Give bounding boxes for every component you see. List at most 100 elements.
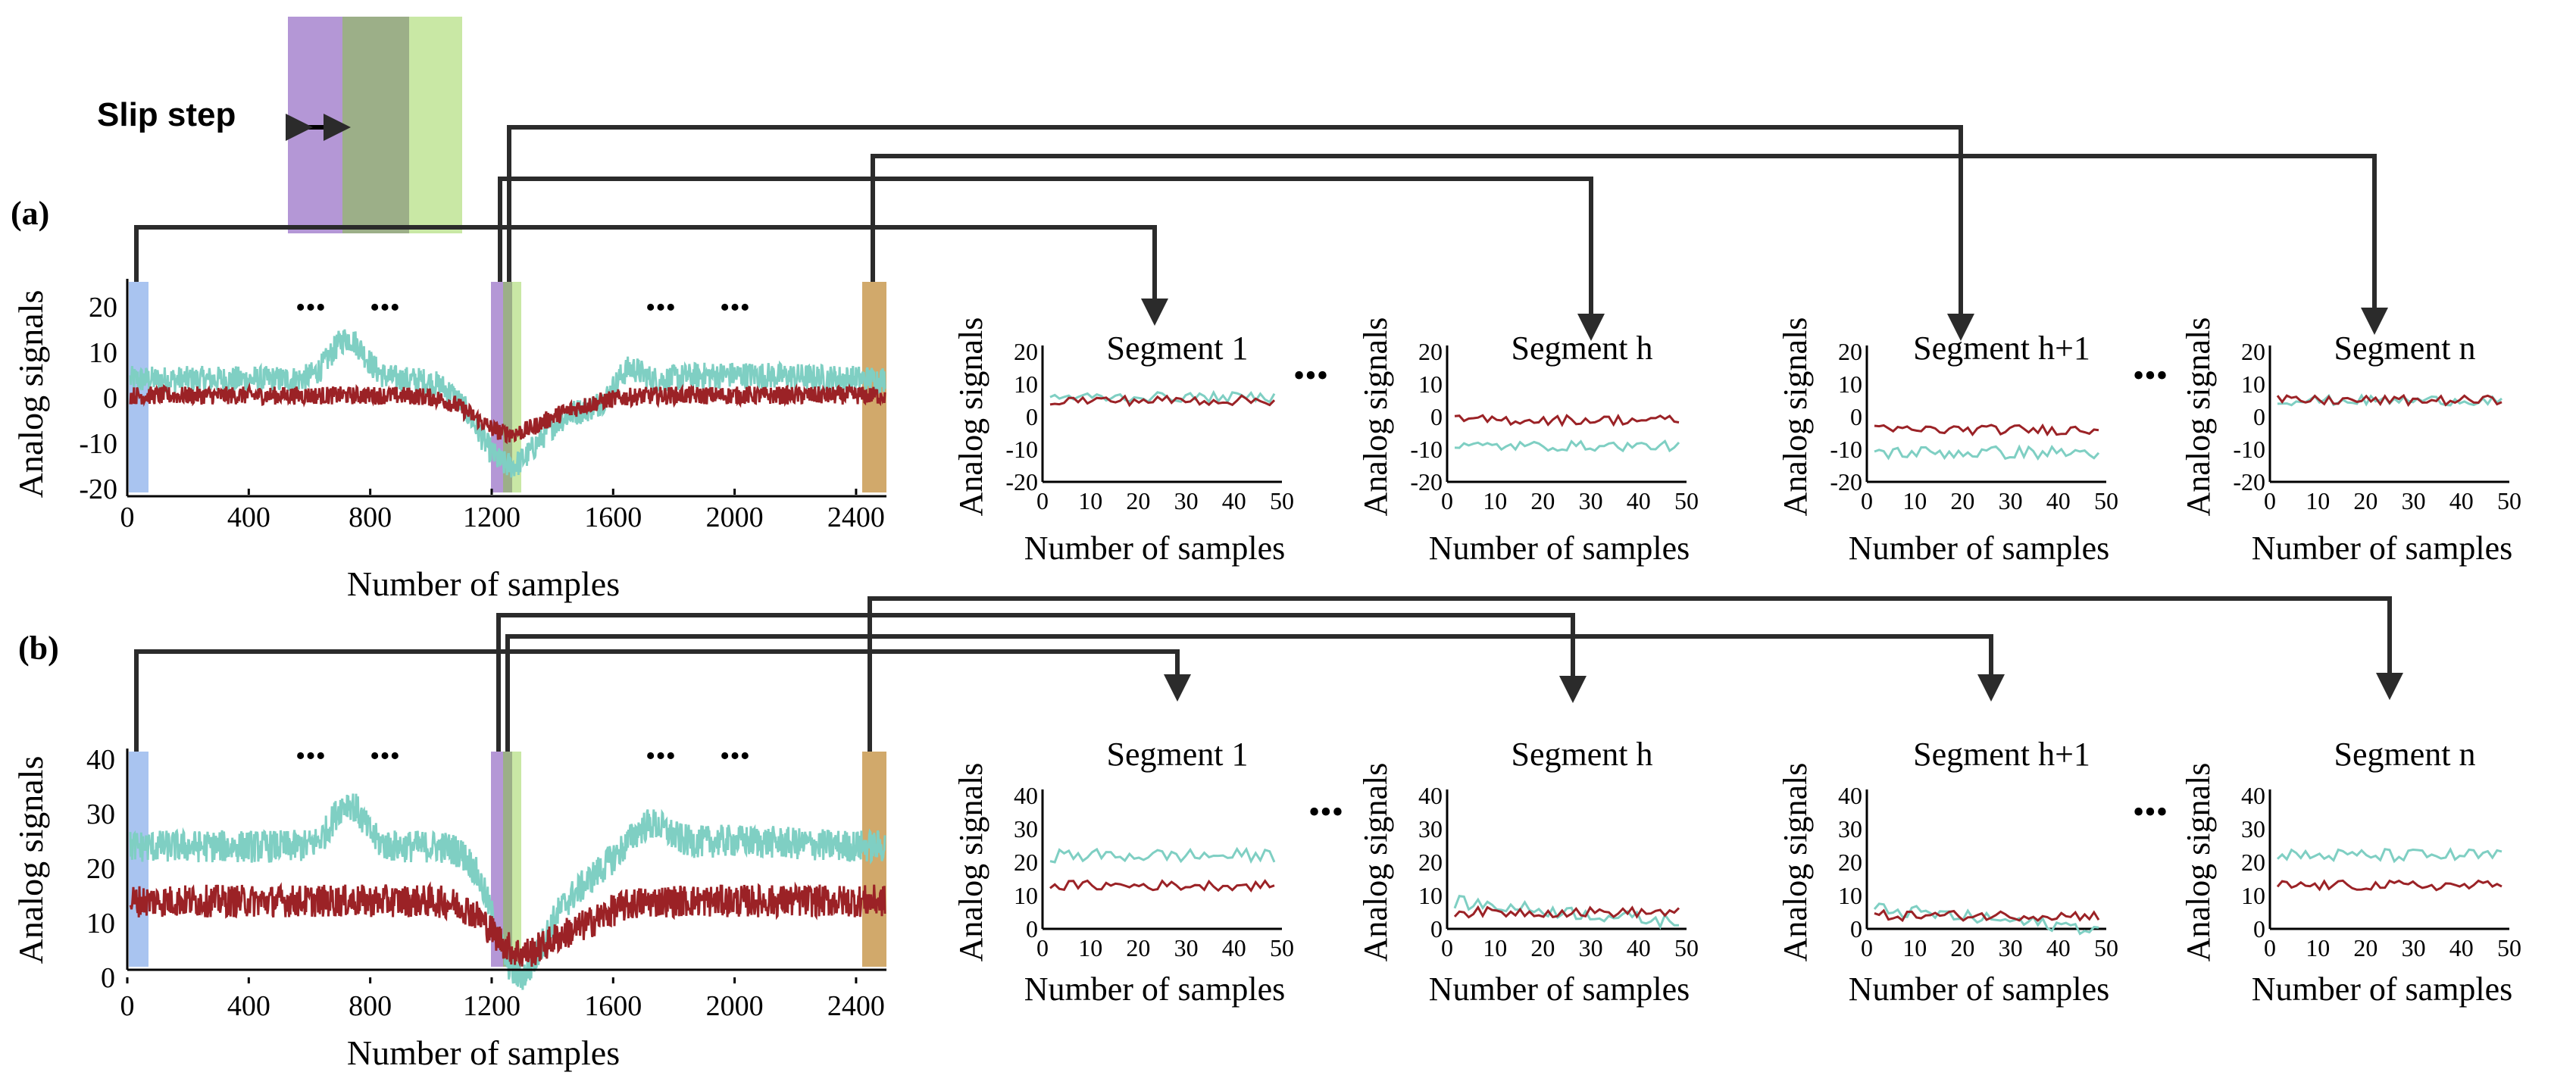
x-tick-label: 1600	[584, 990, 642, 1022]
x-tick-label: 30	[1999, 487, 2023, 514]
y-tick-label: 20	[1838, 849, 1862, 876]
series-red	[1453, 905, 1680, 919]
y-tick-label: -10	[1005, 436, 1038, 463]
slip-step-label: Slip step	[97, 96, 236, 133]
window-purple	[491, 282, 503, 492]
panel-label-a: (a)	[11, 195, 49, 232]
x-tick-label: 0	[1036, 934, 1049, 961]
series-red	[129, 881, 886, 968]
panel-label-b: (b)	[18, 630, 59, 667]
connector-arrow	[871, 154, 2388, 335]
y-tick-label: 10	[1014, 882, 1038, 909]
x-tick-label: 20	[1530, 487, 1555, 514]
x-tick-label: 800	[349, 502, 392, 533]
x-tick-label: 0	[1861, 487, 1873, 514]
x-tick-label: 400	[227, 502, 270, 533]
connector-arrow	[134, 225, 1168, 326]
x-tick-label: 400	[227, 990, 270, 1022]
x-tick-label: 40	[2449, 487, 2474, 514]
x-tick-label: 50	[1270, 934, 1294, 961]
y-tick-label: 10	[2241, 370, 2265, 398]
series-red	[1454, 413, 1680, 427]
y-axis-label: Analog signals	[2180, 317, 2217, 517]
y-tick-label: 10	[1014, 370, 1038, 398]
y-tick-label: -20	[1005, 468, 1038, 495]
segment-title: Segment 1	[1107, 330, 1249, 367]
y-tick-label: 40	[1014, 782, 1038, 809]
y-tick-label: 0	[2253, 403, 2265, 430]
panel-b-main-chart: 40 30 20 10 0 0 400 800 1200 1600 2000 2400 Analog…	[11, 740, 886, 1072]
x-tick-label: 1200	[463, 502, 521, 533]
y-tick-label: 40	[1838, 782, 1862, 809]
ellipsis: •••	[1308, 793, 1343, 830]
x-tick-label: 30	[2402, 487, 2426, 514]
x-tick-label: 30	[2402, 934, 2426, 961]
ellipsis: •••	[646, 292, 676, 324]
x-tick-label: 40	[2449, 934, 2474, 961]
x-tick-label: 10	[1078, 934, 1102, 961]
y-tick-label: 0	[1430, 403, 1443, 430]
x-tick-label: 20	[1950, 487, 1974, 514]
x-tick-label: 0	[2264, 934, 2276, 961]
x-tick-label: 30	[1174, 487, 1199, 514]
y-tick-label: -10	[79, 428, 117, 460]
x-tick-label: 0	[1441, 487, 1453, 514]
slip-step-legend: Slip step	[97, 17, 462, 233]
y-tick-label: 0	[2253, 915, 2265, 943]
ellipsis: •••	[1293, 357, 1328, 394]
x-axis-label: Number of samples	[1024, 530, 1286, 567]
series-cyan	[1874, 444, 2100, 461]
y-tick-label: 10	[89, 337, 117, 369]
ellipsis: •••	[720, 292, 750, 324]
y-tick-label: 20	[86, 853, 115, 885]
segment-title: Segment h	[1512, 330, 1653, 367]
x-axis-label: Number of samples	[1024, 971, 1286, 1008]
panel-a-main-chart: 20 10 0 -10 -20 0 400 800 1200 1600 2000 2400 Anal…	[11, 279, 886, 603]
y-tick-label: 30	[1838, 815, 1862, 842]
window-overlap	[503, 752, 512, 967]
y-tick-label: 30	[1014, 815, 1038, 842]
ellipsis: •••	[646, 740, 676, 772]
x-tick-label: 50	[2497, 487, 2521, 514]
segment-plot: Segment h+1 40 30 20 10 00 10 20 30 40 50 Number of…	[1777, 736, 2118, 1008]
series-cyan	[129, 329, 886, 478]
x-axis-label: Number of samples	[2252, 971, 2513, 1008]
x-axis-label: Number of samples	[1429, 530, 1690, 567]
y-tick-label: 40	[86, 744, 115, 776]
y-axis-label: Analog signals	[1777, 317, 1814, 517]
segment-plot: Segment 1 40 30 20 10 00 10 20 30 40 50 Number of s…	[952, 736, 1294, 1008]
x-axis-label: Number of samples	[1429, 971, 1690, 1008]
y-tick-label: 20	[1838, 338, 1862, 365]
segment-plot: Segment n 40 30 20 10 00 10 20 30 40 50 Number of s…	[2180, 736, 2521, 1008]
y-tick-label: 10	[1418, 370, 1443, 398]
x-tick-label: 20	[1126, 487, 1150, 514]
x-tick-label: 30	[1579, 934, 1603, 961]
y-axis-label: Analog signals	[1357, 763, 1394, 962]
y-tick-label: 20	[2241, 338, 2265, 365]
segment-title: Segment h+1	[1913, 330, 2090, 367]
segment-title: Segment h	[1512, 736, 1653, 773]
y-tick-label: 0	[1026, 915, 1038, 943]
y-axis-label: Analog signals	[11, 756, 50, 964]
ellipsis: •••	[370, 292, 400, 324]
y-tick-label: -10	[1410, 436, 1443, 463]
x-tick-label: 2400	[827, 502, 885, 533]
slip-window-green	[409, 17, 462, 233]
ellipsis: •••	[720, 740, 750, 772]
y-tick-label: -20	[1830, 468, 1862, 495]
y-tick-labels: 20 10 0 -10 -20	[79, 292, 117, 505]
y-tick-label: -20	[1410, 468, 1443, 495]
y-axis-label: Analog signals	[952, 763, 989, 962]
y-tick-label: -20	[2233, 468, 2265, 495]
x-tick-label: 40	[2046, 934, 2071, 961]
x-tick-label: 800	[349, 990, 392, 1022]
x-tick-label: 30	[1174, 934, 1199, 961]
x-tick-label: 20	[1126, 934, 1150, 961]
y-tick-label: 10	[1838, 370, 1862, 398]
y-tick-label: 10	[1838, 882, 1862, 909]
series-cyan	[1049, 846, 1276, 864]
